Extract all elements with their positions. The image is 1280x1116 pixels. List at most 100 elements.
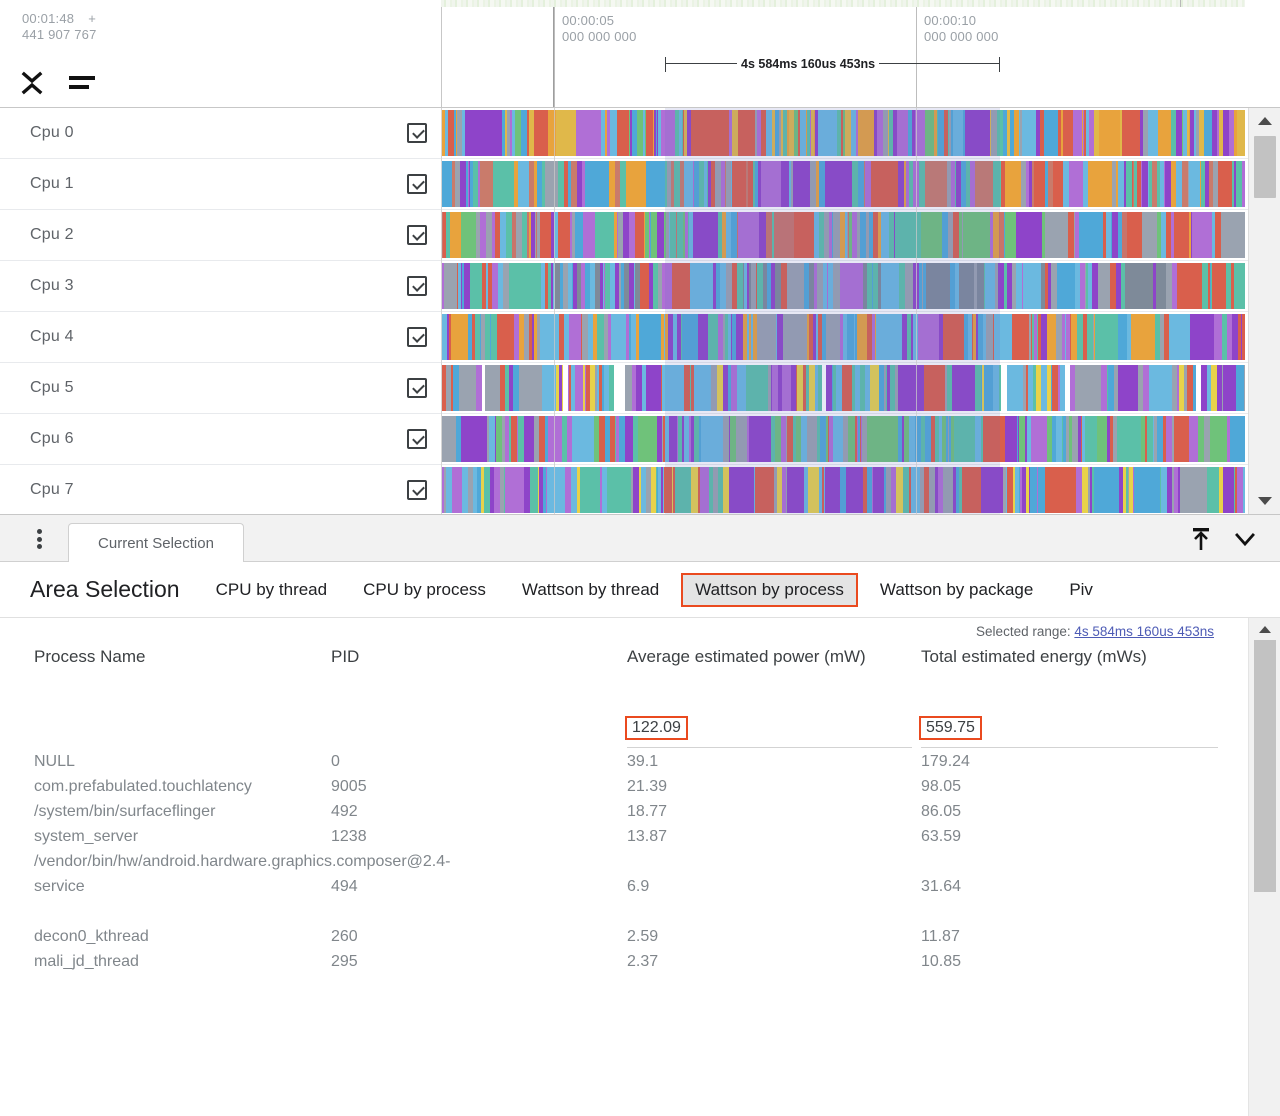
track-checkbox[interactable] (407, 225, 427, 245)
track-row[interactable]: Cpu 0 (0, 108, 1280, 159)
cell-average-power: 21.39 (627, 778, 668, 795)
column-header-total-energy[interactable]: Total estimated energy (mWs) (921, 647, 1147, 666)
table-scrollbar[interactable] (1248, 618, 1280, 1116)
area-selection-subtabs[interactable]: Area Selection CPU by thread CPU by proc… (0, 562, 1280, 618)
track-list[interactable]: Cpu 0 Cpu 1 Cpu 2 Cpu 3 (0, 108, 1280, 514)
cell-process-name: mali_jd_thread (34, 953, 139, 970)
track-shell[interactable]: Cpu 0 (0, 108, 441, 158)
aggregate-average-power: 122.09 (625, 716, 688, 740)
track-label: Cpu 1 (30, 175, 74, 192)
table-row[interactable]: /vendor/bin/hw/android.hardware.graphics… (0, 849, 1245, 924)
overview-tick (1180, 0, 1181, 7)
details-panel: Current Selection Area Selection CPU by … (0, 514, 1280, 1116)
track-shell[interactable]: Cpu 6 (0, 414, 441, 464)
track-slices[interactable] (441, 314, 1245, 360)
tab-current-selection[interactable]: Current Selection (68, 523, 244, 563)
track-slices[interactable] (441, 365, 1245, 411)
cell-total-energy: 63.59 (921, 828, 962, 845)
selected-range-value[interactable]: 4s 584ms 160us 453ns (1074, 624, 1214, 639)
scroll-up-arrow-icon[interactable] (1249, 620, 1280, 638)
track-slices[interactable] (441, 212, 1245, 258)
table-body[interactable]: NULL 0 39.1 179.24 com.prefabulated.touc… (0, 749, 1245, 974)
header-rule (921, 747, 1218, 748)
scrollbar-thumb[interactable] (1254, 136, 1276, 198)
kebab-menu-icon[interactable] (28, 527, 50, 551)
track-slices[interactable] (441, 467, 1245, 513)
track-checkbox[interactable] (407, 429, 427, 449)
track-row[interactable]: Cpu 3 (0, 261, 1280, 312)
chevron-down-icon[interactable] (1228, 523, 1262, 555)
ruler-gridline (554, 7, 555, 107)
cell-process-name: NULL (34, 753, 75, 770)
track-checkbox[interactable] (407, 480, 427, 500)
tracks-scrollbar[interactable] (1248, 108, 1280, 514)
timestamp-nanos: 441 907 767 (22, 27, 97, 42)
subtab-cpu-by-thread[interactable]: CPU by thread (215, 579, 328, 599)
track-row[interactable]: Cpu 5 (0, 363, 1280, 414)
column-header-pid[interactable]: PID (331, 647, 360, 666)
ruler-tick-nanos: 000 000 000 (924, 29, 999, 44)
subtab-wattson-by-thread[interactable]: Wattson by thread (521, 579, 660, 599)
timeline-marker-line (554, 108, 555, 514)
track-checkbox[interactable] (407, 327, 427, 347)
scrollbar-thumb[interactable] (1254, 640, 1276, 892)
table-row[interactable]: NULL 0 39.1 179.24 (0, 749, 1245, 774)
table-row[interactable]: com.prefabulated.touchlatency 9005 21.39… (0, 774, 1245, 799)
timeline-ruler[interactable]: 00:00:05 000 000 000 00:00:10 000 000 00… (554, 7, 1280, 107)
ruler-tick-time: 00:00:05 (562, 13, 615, 28)
table-row[interactable]: decon0_kthread 260 2.59 11.87 (0, 924, 1245, 949)
track-checkbox[interactable] (407, 174, 427, 194)
track-row[interactable]: Cpu 1 (0, 159, 1280, 210)
full-height-icon[interactable] (1184, 523, 1218, 555)
track-slices[interactable] (441, 416, 1245, 462)
track-slices[interactable] (441, 263, 1245, 309)
subtab-pivot[interactable]: Piv (1069, 579, 1093, 599)
cell-total-energy: 179.24 (921, 753, 970, 770)
track-label: Cpu 4 (30, 328, 74, 345)
column-header-process-name[interactable]: Process Name (34, 647, 146, 666)
cell-process-name: com.prefabulated.touchlatency (34, 778, 252, 795)
timeline-overview-strip[interactable] (0, 0, 1280, 7)
subtab-wattson-by-process[interactable]: Wattson by process (681, 572, 858, 607)
track-slices[interactable] (441, 161, 1245, 207)
timeline-header-gutter (441, 7, 554, 107)
track-shell[interactable]: Cpu 5 (0, 363, 441, 413)
timeline-header-left: 00:01:48 + 441 907 767 (0, 7, 441, 107)
cell-pid: 0 (331, 753, 340, 770)
column-header-average-power[interactable]: Average estimated power (mW) (627, 647, 866, 666)
track-slices[interactable] (441, 110, 1245, 156)
track-row[interactable]: Cpu 6 (0, 414, 1280, 465)
track-shell[interactable]: Cpu 3 (0, 261, 441, 311)
table-row[interactable]: mali_jd_thread 295 2.37 10.85 (0, 949, 1245, 974)
cell-average-power: 13.87 (627, 828, 668, 845)
cell-total-energy: 11.87 (921, 928, 960, 945)
track-checkbox[interactable] (407, 123, 427, 143)
timeline-header: 00:01:48 + 441 907 767 (0, 7, 1280, 108)
track-shell[interactable]: Cpu 2 (0, 210, 441, 260)
track-checkbox[interactable] (407, 276, 427, 296)
scroll-up-arrow-icon[interactable] (1249, 110, 1280, 132)
subtab-cpu-by-process[interactable]: CPU by process (363, 579, 486, 599)
track-label: Cpu 2 (30, 226, 74, 243)
collapse-all-icon[interactable] (20, 69, 46, 97)
cell-pid: 494 (331, 878, 358, 895)
track-row[interactable]: Cpu 2 (0, 210, 1280, 261)
selection-span-measure: 4s 584ms 160us 453ns (665, 55, 1000, 73)
track-checkbox[interactable] (407, 378, 427, 398)
track-shell[interactable]: Cpu 7 (0, 465, 441, 514)
cell-process-name: decon0_kthread (34, 928, 149, 945)
cell-pid: 295 (331, 953, 358, 970)
track-row[interactable]: Cpu 7 (0, 465, 1280, 514)
table-row[interactable]: /system/bin/surfaceflinger 492 18.77 86.… (0, 799, 1245, 824)
cell-total-energy: 98.05 (921, 778, 962, 795)
subtab-wattson-by-package[interactable]: Wattson by package (879, 579, 1034, 599)
track-shell[interactable]: Cpu 1 (0, 159, 441, 209)
track-row[interactable]: Cpu 4 (0, 312, 1280, 363)
track-shell[interactable]: Cpu 4 (0, 312, 441, 362)
wattson-by-process-table[interactable]: Selected range: 4s 584ms 160us 453ns Pro… (0, 618, 1280, 1116)
table-row[interactable]: system_server 1238 13.87 63.59 (0, 824, 1245, 849)
overview-minimap[interactable] (441, 0, 1245, 7)
cell-average-power: 2.59 (627, 928, 659, 945)
hamburger-menu-icon[interactable] (66, 70, 98, 96)
scroll-down-arrow-icon[interactable] (1249, 490, 1280, 512)
